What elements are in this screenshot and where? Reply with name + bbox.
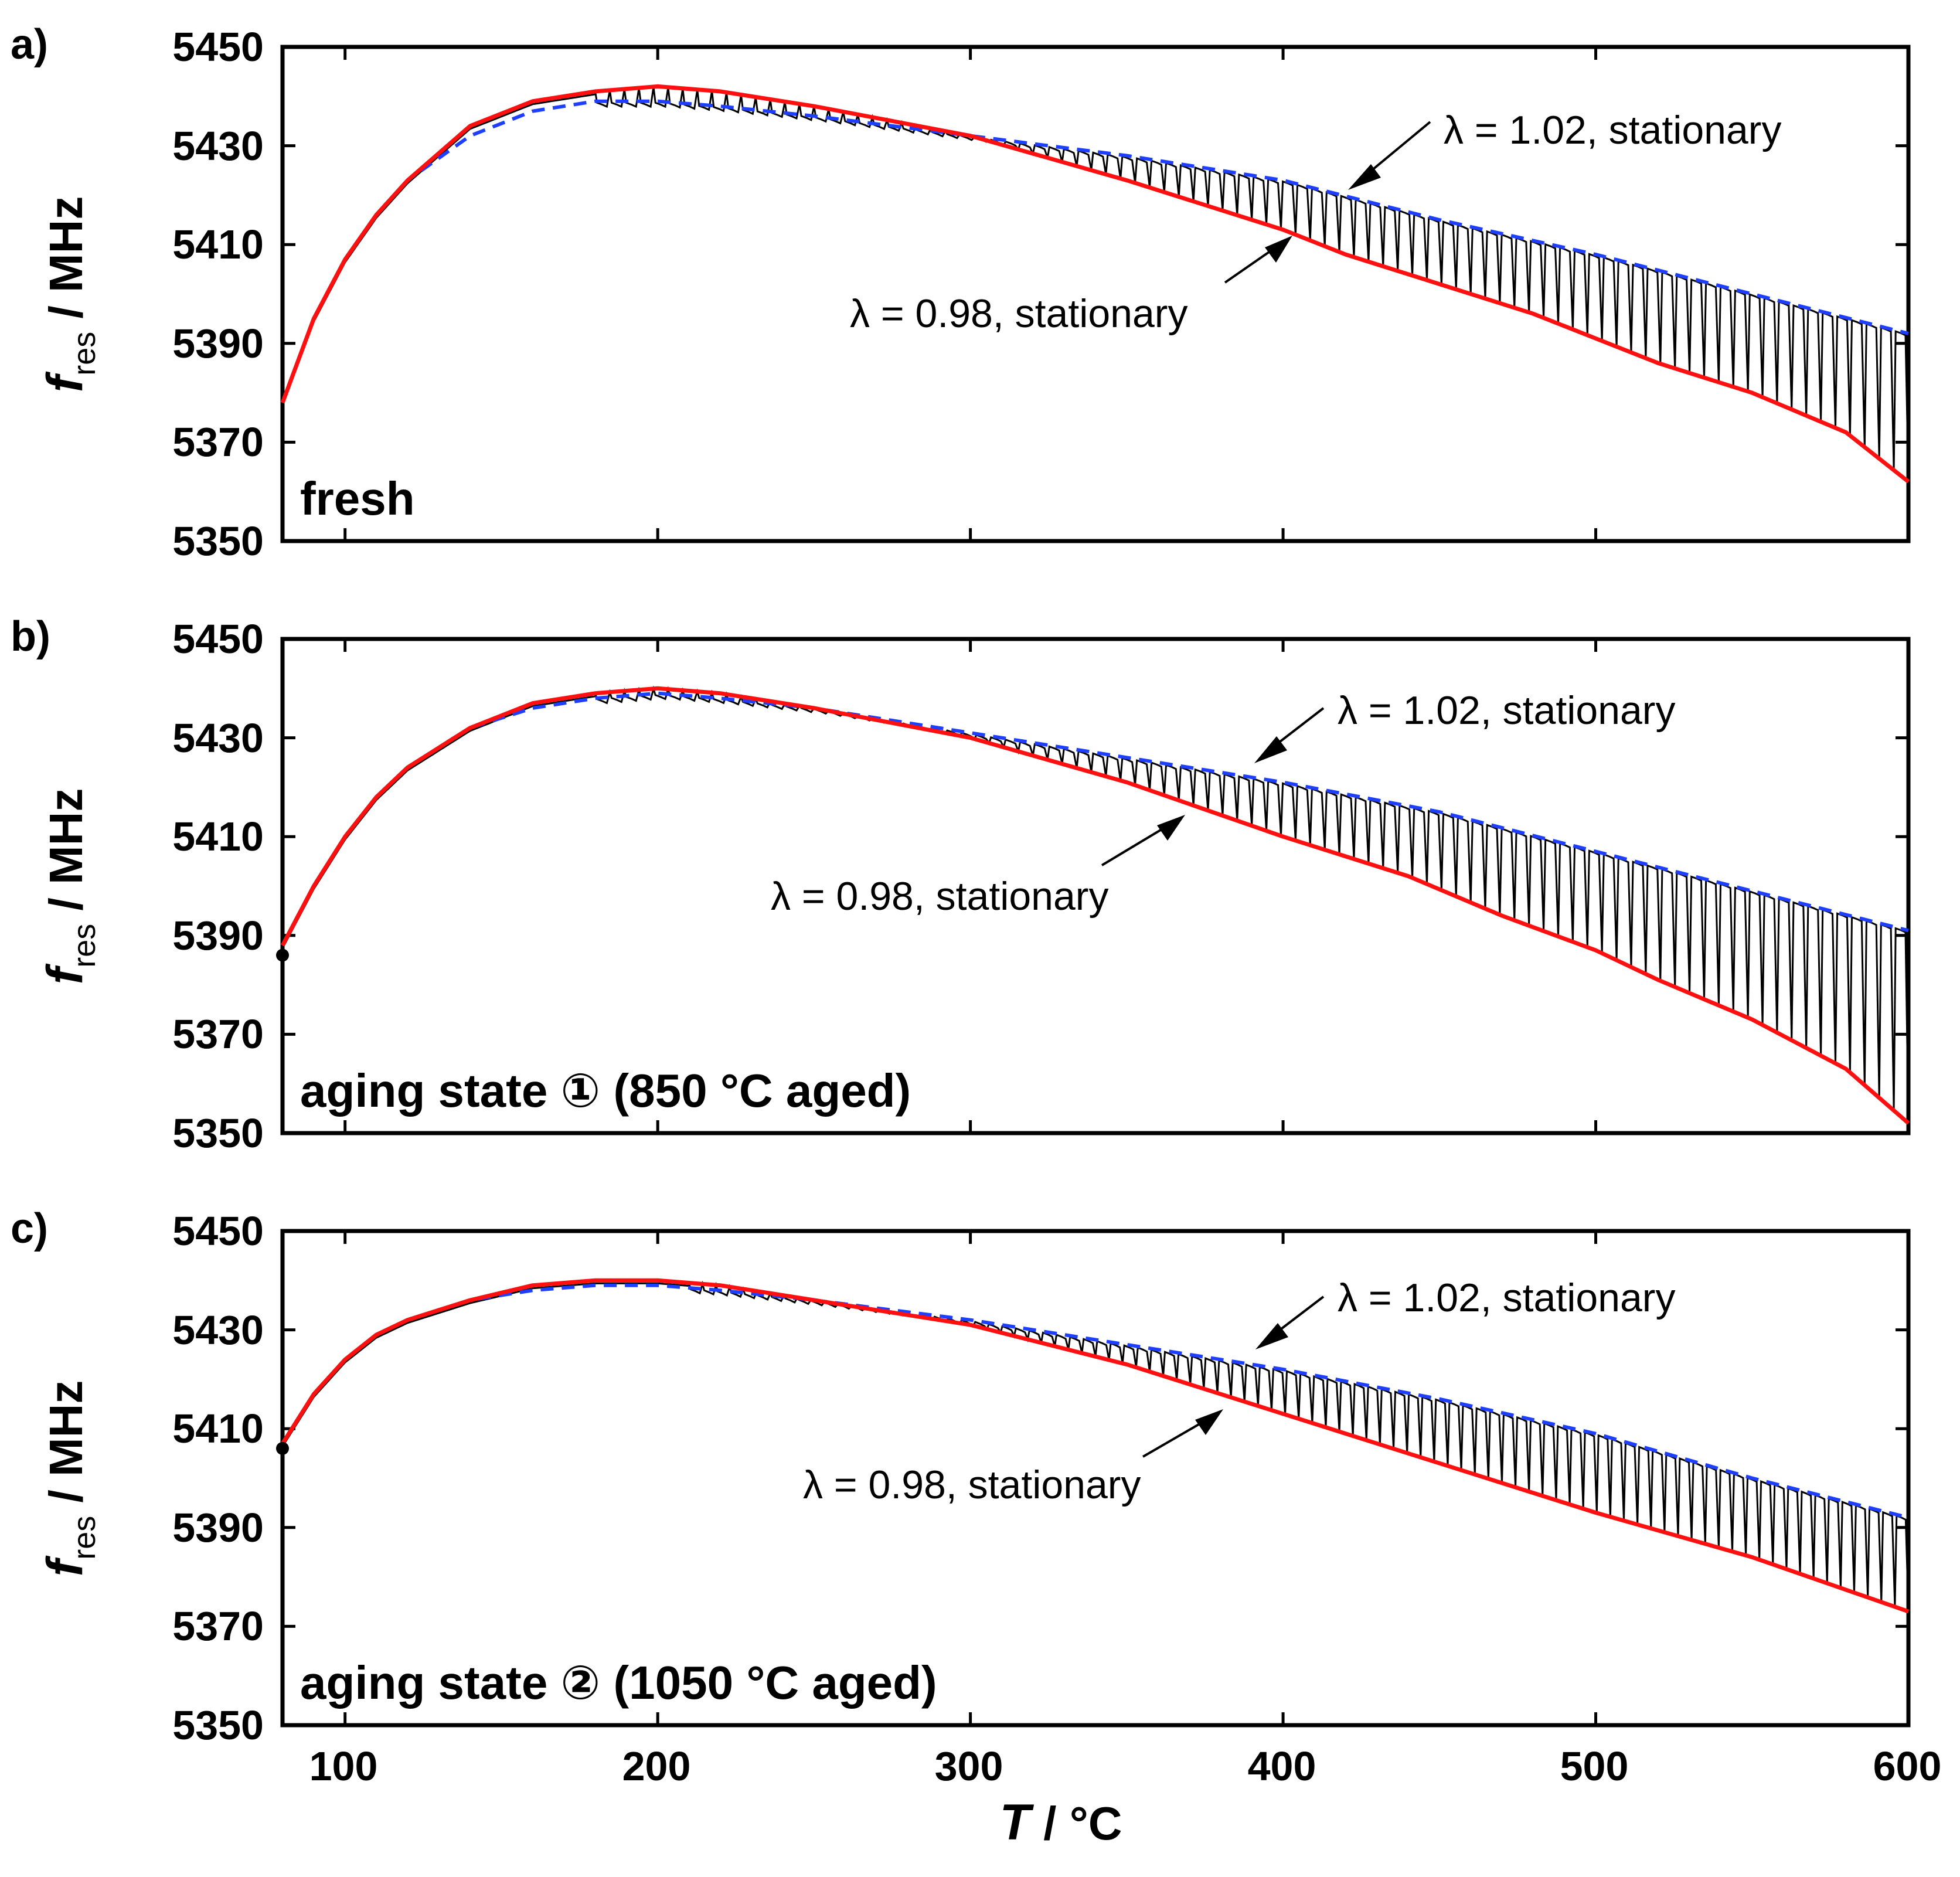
panel-label: a): [11, 21, 48, 68]
y-tick-marks: [283, 45, 1908, 543]
y-axis-unit: / MHz: [40, 196, 92, 332]
x-tick-label: 400: [1248, 1743, 1316, 1789]
series-lambda-098: [281, 1278, 1910, 1614]
annotation-lambda-102: λ = 1.02, stationary: [1338, 1276, 1675, 1320]
annotation-lambda-098: λ = 0.98, stationary: [771, 874, 1108, 919]
y-tick-label: 5450: [172, 24, 264, 70]
x-axis-variable: T: [1000, 1794, 1035, 1851]
y-tick-label: 5430: [172, 123, 264, 169]
y-axis-title: fres / MHz: [37, 196, 102, 393]
x-axis-unit: / °C: [1030, 1797, 1122, 1849]
y-tick-label: 5430: [172, 1307, 264, 1353]
panel-b: 5450 5430 5410 5390 5370 5350 b) aging s…: [11, 613, 1911, 1156]
y-axis-subscript: res: [67, 924, 102, 968]
x-tick-label: 600: [1873, 1743, 1942, 1789]
y-axis-subscript: res: [67, 332, 102, 376]
y-tick-label: 5370: [172, 419, 264, 465]
panel-state-label: aging state ② (1050 °C aged): [300, 1657, 937, 1709]
y-tick-label: 5430: [172, 715, 264, 761]
y-tick-label: 5370: [172, 1011, 264, 1057]
y-tick-label: 5370: [172, 1603, 264, 1649]
panel-label: b): [11, 613, 50, 660]
y-axis-subscript: res: [67, 1516, 102, 1560]
y-axis-unit: / MHz: [40, 788, 92, 924]
annotation-arrow-102: [1254, 707, 1325, 763]
series-lambda-098: [280, 84, 1910, 484]
annotation-arrow-098: [1224, 236, 1292, 284]
annotation-lambda-098: λ = 0.98, stationary: [803, 1463, 1141, 1507]
annotation-lambda-098: λ = 0.98, stationary: [850, 291, 1187, 336]
y-tick-label: 5390: [172, 913, 264, 958]
y-tick-label: 5350: [172, 1702, 264, 1748]
svg-text:fres / MHz: fres / MHz: [37, 196, 102, 393]
panel-state-label: fresh: [300, 472, 415, 525]
svg-text:fres / MHz: fres / MHz: [37, 1380, 102, 1577]
y-tick-label: 5450: [172, 1208, 264, 1254]
x-tick-marks: [343, 1231, 1910, 1725]
y-tick-label: 5450: [172, 616, 264, 662]
panel-a: 5450 5430 5410 5390 5370 5350 a) fresh f…: [11, 21, 1911, 564]
series-layer: [276, 685, 1910, 1125]
x-axis-title: T / °C: [1000, 1794, 1122, 1851]
series-layer: [280, 84, 1910, 484]
annotation-lambda-102: λ = 1.02, stationary: [1338, 688, 1675, 733]
y-tick-label: 5390: [172, 321, 264, 366]
y-tick-label: 5350: [172, 1110, 264, 1156]
annotation-arrow-102: [1348, 121, 1431, 190]
x-tick-label: 300: [935, 1743, 1003, 1789]
start-marker: [276, 948, 289, 962]
series-measured-oscillation: [281, 86, 1910, 482]
panel-c: 5450 5430 5410 5390 5370 5350 c) aging s…: [11, 1205, 1941, 1851]
plot-area: [280, 637, 1911, 1135]
y-axis-unit: / MHz: [40, 1380, 92, 1516]
start-marker: [276, 1441, 289, 1455]
series-lambda-102: [281, 691, 1909, 947]
x-tick-label: 100: [309, 1743, 378, 1789]
y-tick-label: 5350: [172, 518, 264, 564]
x-tick-label: 200: [622, 1743, 691, 1789]
y-tick-label: 5410: [172, 222, 264, 267]
y-tick-label: 5390: [172, 1505, 264, 1550]
annotation-arrow-098: [1101, 815, 1185, 866]
plot-area: [280, 45, 1911, 543]
y-tick-label: 5410: [172, 814, 264, 859]
y-axis-title: fres / MHz: [37, 788, 102, 985]
panel-label: c): [11, 1205, 48, 1252]
y-tick-label: 5410: [172, 1406, 264, 1451]
y-tick-labels: 5450 5430 5410 5390 5370 5350: [172, 1208, 264, 1748]
series-measured-oscillation: [281, 685, 1910, 1124]
panel-state-label: aging state ① (850 °C aged): [300, 1065, 911, 1117]
x-tick-labels: 100 200 300 400 500 600: [309, 1743, 1942, 1789]
y-tick-labels: 5450 5430 5410 5390 5370 5350: [172, 24, 264, 564]
x-tick-marks: [343, 47, 1910, 541]
svg-text:fres / MHz: fres / MHz: [37, 788, 102, 985]
series-lambda-098: [280, 686, 1910, 1125]
y-axis-title: fres / MHz: [37, 1380, 102, 1577]
series-layer: [276, 1278, 1910, 1614]
annotation-arrow-098: [1142, 1409, 1223, 1458]
annotation-lambda-102: λ = 1.02, stationary: [1444, 108, 1781, 152]
x-tick-marks: [343, 639, 1910, 1133]
x-tick-label: 500: [1560, 1743, 1629, 1789]
plot-area: [280, 1229, 1911, 1728]
y-tick-labels: 5450 5430 5410 5390 5370 5350: [172, 616, 264, 1156]
annotation-arrow-102: [1255, 1295, 1325, 1349]
